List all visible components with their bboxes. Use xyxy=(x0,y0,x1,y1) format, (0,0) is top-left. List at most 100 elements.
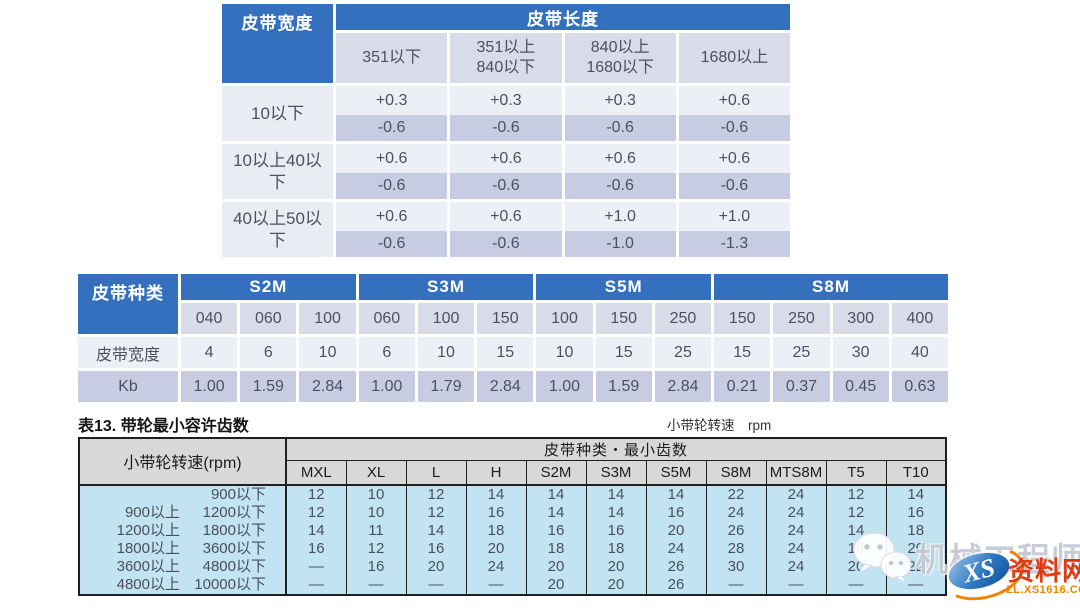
wechat-icon xyxy=(853,532,912,584)
teeth-count-cell: 18 xyxy=(885,521,946,540)
belt-width-value: 40 xyxy=(891,337,948,368)
tolerance-minus-value: -0.6 xyxy=(450,115,562,144)
teeth-count-cell: 12 xyxy=(345,539,406,558)
wechat-watermark: 机械工程师 xyxy=(849,530,1080,584)
belt-width-value: 6 xyxy=(240,337,297,368)
teeth-count-cell: 14 xyxy=(585,484,646,504)
kb-value: 1.59 xyxy=(240,371,297,402)
tolerance-plus-value: +0.6 xyxy=(336,202,448,231)
teeth-count-cell: 20 xyxy=(585,575,646,595)
tolerance-plus-value: +0.6 xyxy=(450,144,562,173)
belt-type-column-header: L xyxy=(405,460,466,486)
teeth-count-cell: 16 xyxy=(525,521,586,540)
belt-width-value: 10 xyxy=(536,337,593,368)
min-teeth-table: 小带轮转速(rpm) 皮带种类・最小齿数 MXL XL L H S2M S3M S5M S8M MT… xyxy=(78,437,947,596)
belt-width-value: 15 xyxy=(477,337,534,368)
rpm-range-from: 3600以上 xyxy=(116,557,180,575)
belt-width-value: 4 xyxy=(181,337,238,368)
belt-type-group-header: S5M xyxy=(536,274,712,300)
belt-width-value: 6 xyxy=(358,337,415,368)
teeth-header-row-types: MXL XL L H S2M S3M S5M S8M MTS8M T5 T10 xyxy=(79,460,946,486)
kb-value: 1.00 xyxy=(181,371,238,402)
rpm-range-from: 1800以上 xyxy=(116,539,180,557)
tolerance-plus-value: +1.0 xyxy=(678,202,790,231)
teeth-count-cell: 16 xyxy=(645,503,706,522)
teeth-table-row: 4800以上 10000以下 — — — —20 20 26— — — — xyxy=(79,575,946,595)
teeth-table-row: 900以上 1200以下 12 10 12 16 14 14 16 24 24 12 16 xyxy=(79,503,946,522)
teeth-count-cell: 11 xyxy=(345,521,406,540)
teeth-count-cell: 24 xyxy=(465,557,526,576)
teeth-count-cell: 20 xyxy=(525,575,586,595)
belt-type-group-header: S8M xyxy=(714,274,948,300)
tolerance-minus-value: -1.0 xyxy=(564,231,676,260)
rpm-range-from: 1200以上 xyxy=(116,521,180,539)
belt-code-header: 400 xyxy=(891,303,948,334)
belt-width-row-label: 皮带宽度 xyxy=(78,337,178,368)
teeth-count-cell: 10 xyxy=(345,503,406,522)
teeth-count-cell: 14 xyxy=(525,484,586,504)
belt-type-column-header: H xyxy=(465,460,526,486)
site-logo-watermark: XS 资料网 ZL.XS1616.COM xyxy=(936,538,1080,608)
belt-code-header: 150 xyxy=(477,303,534,334)
teeth-count-cell: — xyxy=(285,557,346,576)
rpm-range-to: 1800以下 xyxy=(202,521,266,539)
teeth-table-title: 表13. 带轮最小容许齿数 xyxy=(78,418,249,435)
kb-value: 2.84 xyxy=(654,371,712,402)
teeth-count-cell: 30 xyxy=(705,557,766,576)
tolerance-plus-value: +1.0 xyxy=(564,202,676,231)
belt-type-column-header: T5 xyxy=(825,460,886,486)
teeth-count-cell: 16 xyxy=(405,539,466,558)
tolerance-plus-value: +0.3 xyxy=(564,86,676,115)
belt-code-header: 100 xyxy=(299,303,356,334)
belt-type-column-header: S8M xyxy=(705,460,766,486)
rpm-range-cell: 1200以上 1800以下 xyxy=(79,521,287,540)
teeth-count-cell: 20 xyxy=(525,557,586,576)
belt-code-header: 150 xyxy=(714,303,771,334)
kb-value: 0.37 xyxy=(773,371,830,402)
kb-value: 1.59 xyxy=(595,371,652,402)
teeth-count-cell: — xyxy=(825,575,886,595)
kb-value: 0.45 xyxy=(832,371,889,402)
rpm-range-to: 4800以下 xyxy=(202,557,266,575)
teeth-count-cell: 12 xyxy=(825,503,886,522)
tolerance-minus-value: -0.6 xyxy=(564,173,676,202)
rpm-range-to: 900以下 xyxy=(210,485,266,503)
tolerance-minus-value: -0.6 xyxy=(450,173,562,202)
teeth-count-cell: 28 xyxy=(705,539,766,558)
teeth-count-cell: — xyxy=(405,575,466,595)
rpm-range-from: 4800以上 xyxy=(116,575,180,593)
teeth-count-cell: 14 xyxy=(585,503,646,522)
teeth-count-cell: 20 xyxy=(585,557,646,576)
logo-monogram-text: XS xyxy=(959,552,998,589)
teeth-count-cell: 24 xyxy=(765,521,826,540)
rpm-range-to: 1200以下 xyxy=(202,503,266,521)
teeth-count-cell: 22 xyxy=(705,484,766,504)
kb-value: 1.79 xyxy=(417,371,475,402)
rpm-range-cell: 900以下 xyxy=(79,484,287,504)
teeth-count-cell: — xyxy=(465,575,526,595)
belt-type-column-header: S3M xyxy=(585,460,646,486)
teeth-count-cell: 16 xyxy=(585,521,646,540)
tolerance-plus-value: +0.3 xyxy=(336,86,448,115)
teeth-count-cell: 26 xyxy=(645,575,706,595)
teeth-table-row: 3600以上 4800以下 —16 20 24 20 20 26 30 24 20 22 xyxy=(79,557,946,576)
belt-code-header: 060 xyxy=(358,303,415,334)
teeth-count-cell: 10 xyxy=(345,484,406,504)
teeth-count-cell: 12 xyxy=(405,484,466,504)
belt-width-value: 15 xyxy=(595,337,652,368)
tolerance-minus-value: -1.3 xyxy=(678,231,790,260)
kb-value: 1.00 xyxy=(358,371,415,402)
tolerance-minus-value: -0.6 xyxy=(336,173,448,202)
belt-code-header: 040 xyxy=(181,303,238,334)
kb-value: 2.84 xyxy=(477,371,534,402)
kb-value: 1.00 xyxy=(536,371,593,402)
tolerance-plus-value: +0.6 xyxy=(564,144,676,173)
rpm-column-header: 小带轮转速(rpm) xyxy=(79,438,287,486)
tolerance-minus-value: -0.6 xyxy=(336,115,448,144)
belt-length-range-header: 1680以上 xyxy=(678,33,790,86)
belt-width-value: 10 xyxy=(417,337,475,368)
belt-width-value: 10 xyxy=(299,337,356,368)
belt-code-header: 100 xyxy=(417,303,475,334)
belt-type-group-header: S2M xyxy=(181,274,356,300)
teeth-count-cell: 20 xyxy=(465,539,526,558)
